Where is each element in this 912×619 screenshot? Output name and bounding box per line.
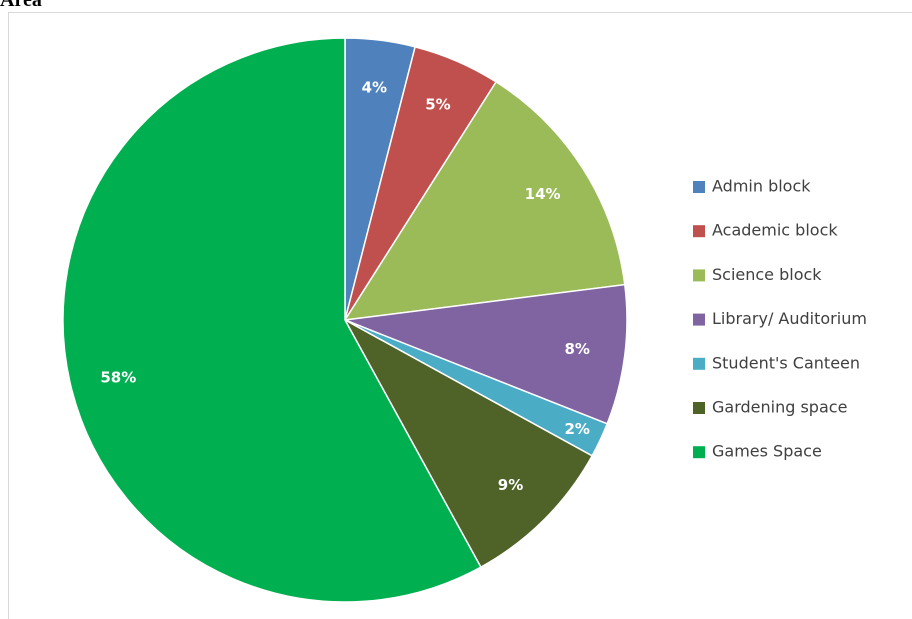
data-label: 14%	[525, 185, 561, 203]
legend-swatch	[693, 225, 705, 238]
data-label: 58%	[100, 369, 136, 387]
legend-label: Academic block	[712, 221, 838, 240]
legend-swatch	[693, 269, 705, 282]
legend-label: Library/ Auditorium	[712, 309, 867, 328]
legend-swatch	[693, 446, 705, 459]
pie-slice	[343, 318, 594, 569]
data-label: 8%	[564, 340, 589, 358]
pie-slice	[344, 283, 628, 425]
legend-swatch	[693, 402, 705, 414]
legend-swatch	[693, 181, 705, 193]
legend-swatch	[693, 357, 705, 370]
pie-slice	[62, 37, 482, 603]
chart-title: Area	[0, 0, 42, 11]
data-label: 2%	[564, 420, 589, 438]
legend-label: Games Space	[712, 442, 822, 461]
data-label: 5%	[425, 96, 450, 114]
pie-slice	[343, 80, 626, 321]
legend-label: Admin block	[712, 177, 811, 196]
legend-label: Science block	[712, 265, 822, 284]
legend-label: Student's Canteen	[712, 353, 860, 372]
legend-label: Gardening space	[712, 398, 847, 417]
data-label: 4%	[362, 78, 387, 96]
data-label: 9%	[498, 476, 523, 494]
legend-swatch	[693, 313, 705, 326]
